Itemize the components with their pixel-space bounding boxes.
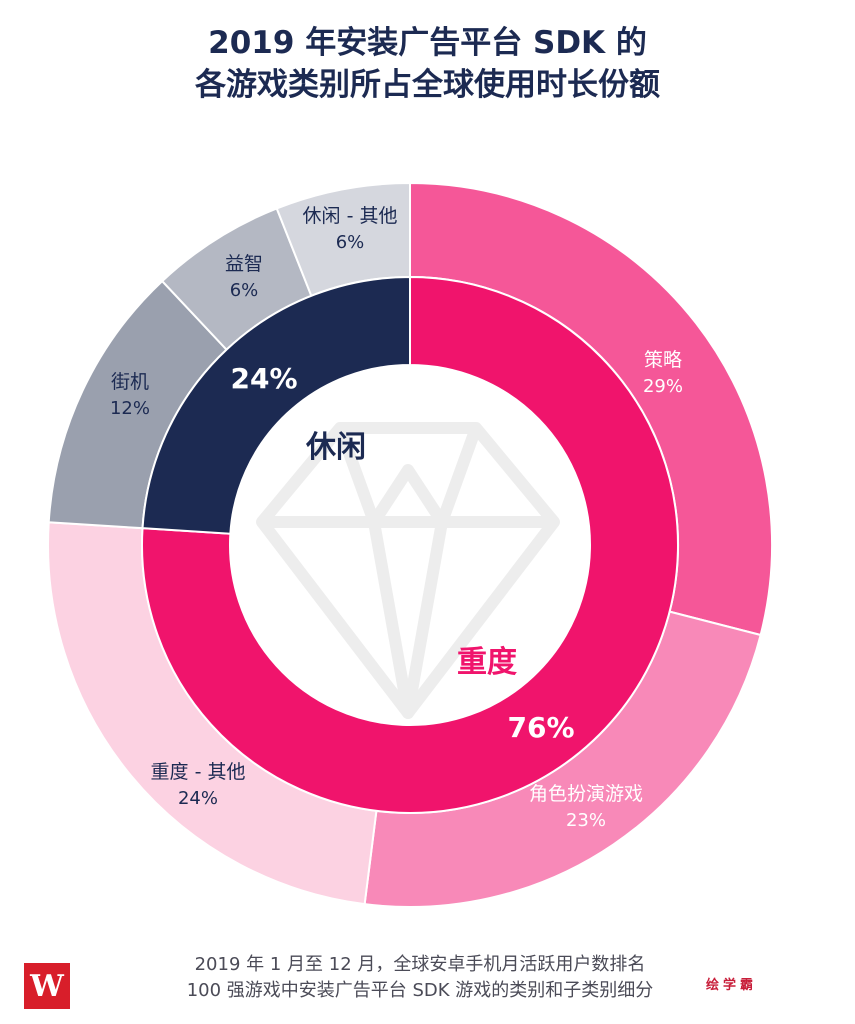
inner-category-name-0: 重度 — [457, 645, 517, 680]
diamond-watermark-icon — [256, 422, 560, 719]
outer-slice-value-2: 24% — [178, 788, 218, 809]
outer-slice-value-5: 6% — [336, 232, 365, 253]
donut-chart: 策略 29% 角色扮演游戏 23% 重度 - 其他 24% 街机 12% 益智 6% 休闲 - 其他… — [47, 181, 773, 908]
inner-ring — [141, 275, 679, 814]
outer-slice-name-1: 角色扮演游戏 — [529, 783, 643, 805]
footer-note-line-1: 2019 年 1 月至 12 月，全球安卓手机月活跃用户数排名 — [194, 954, 646, 975]
inner-category-value-1: 24% — [230, 362, 297, 395]
footer-note-line-2: 100 强游戏中安装广告平台 SDK 游戏的类别和子类别细分 — [186, 980, 654, 1001]
outer-slice-value-4: 6% — [230, 280, 259, 301]
chart-title-line-1: 2019 年安装广告平台 SDK 的 — [208, 25, 647, 61]
outer-slice-name-5: 休闲 - 其他 — [303, 205, 398, 227]
outer-slice-value-0: 29% — [643, 376, 683, 397]
outer-slice-name-0: 策略 — [644, 349, 682, 371]
inner-category-name-1: 休闲 — [305, 430, 366, 465]
inner-slice-1 — [141, 275, 411, 535]
outer-slice-name-3: 街机 — [111, 371, 149, 393]
publisher-logo: W — [24, 963, 70, 1009]
outer-slice-name-2: 重度 - 其他 — [151, 761, 246, 783]
watermark-text: 绘学霸 — [706, 978, 758, 993]
chart-title-line-2: 各游戏类别所占全球使用时长份额 — [195, 67, 660, 103]
outer-slice-value-1: 23% — [566, 810, 606, 831]
inner-category-value-0: 76% — [507, 711, 574, 744]
outer-slice-name-4: 益智 — [225, 253, 263, 275]
inner-slice-0 — [141, 275, 679, 814]
outer-slice-value-3: 12% — [110, 398, 150, 419]
